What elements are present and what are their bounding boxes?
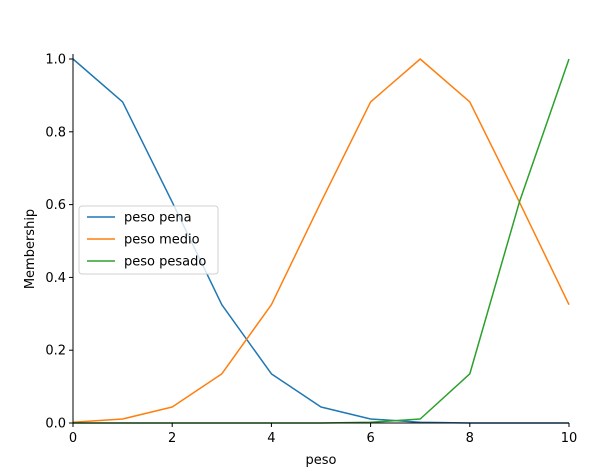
legend: peso pena peso medio peso pesado [78, 205, 219, 275]
ticks-layer: 0 2 4 6 8 10 0.0 0.2 0.4 0.6 0.8 1.0 [45, 53, 577, 447]
x-tick-label: 6 [366, 431, 374, 446]
series-line-2 [72, 58, 570, 424]
legend-label: peso pena [124, 211, 192, 226]
y-tick-label: 0.4 [45, 271, 66, 286]
x-tick-label: 2 [168, 431, 176, 446]
legend-label: peso medio [124, 233, 200, 248]
y-tick-label: 0.0 [45, 417, 66, 432]
x-axis-label: peso [306, 453, 337, 468]
legend-label: peso pesado [124, 255, 206, 270]
y-tick-label: 0.6 [45, 198, 66, 213]
axes-layer [72, 54, 569, 424]
legend-box [78, 205, 219, 275]
y-tick-label: 0.8 [45, 125, 66, 140]
y-tick-label: 1.0 [45, 53, 66, 68]
x-tick-label: 0 [69, 431, 77, 446]
y-tick-label: 0.2 [45, 344, 66, 359]
x-tick-label: 4 [267, 431, 275, 446]
x-tick-label: 10 [561, 431, 578, 446]
x-tick-label: 8 [466, 431, 474, 446]
y-axis-label: Membership [23, 209, 38, 289]
